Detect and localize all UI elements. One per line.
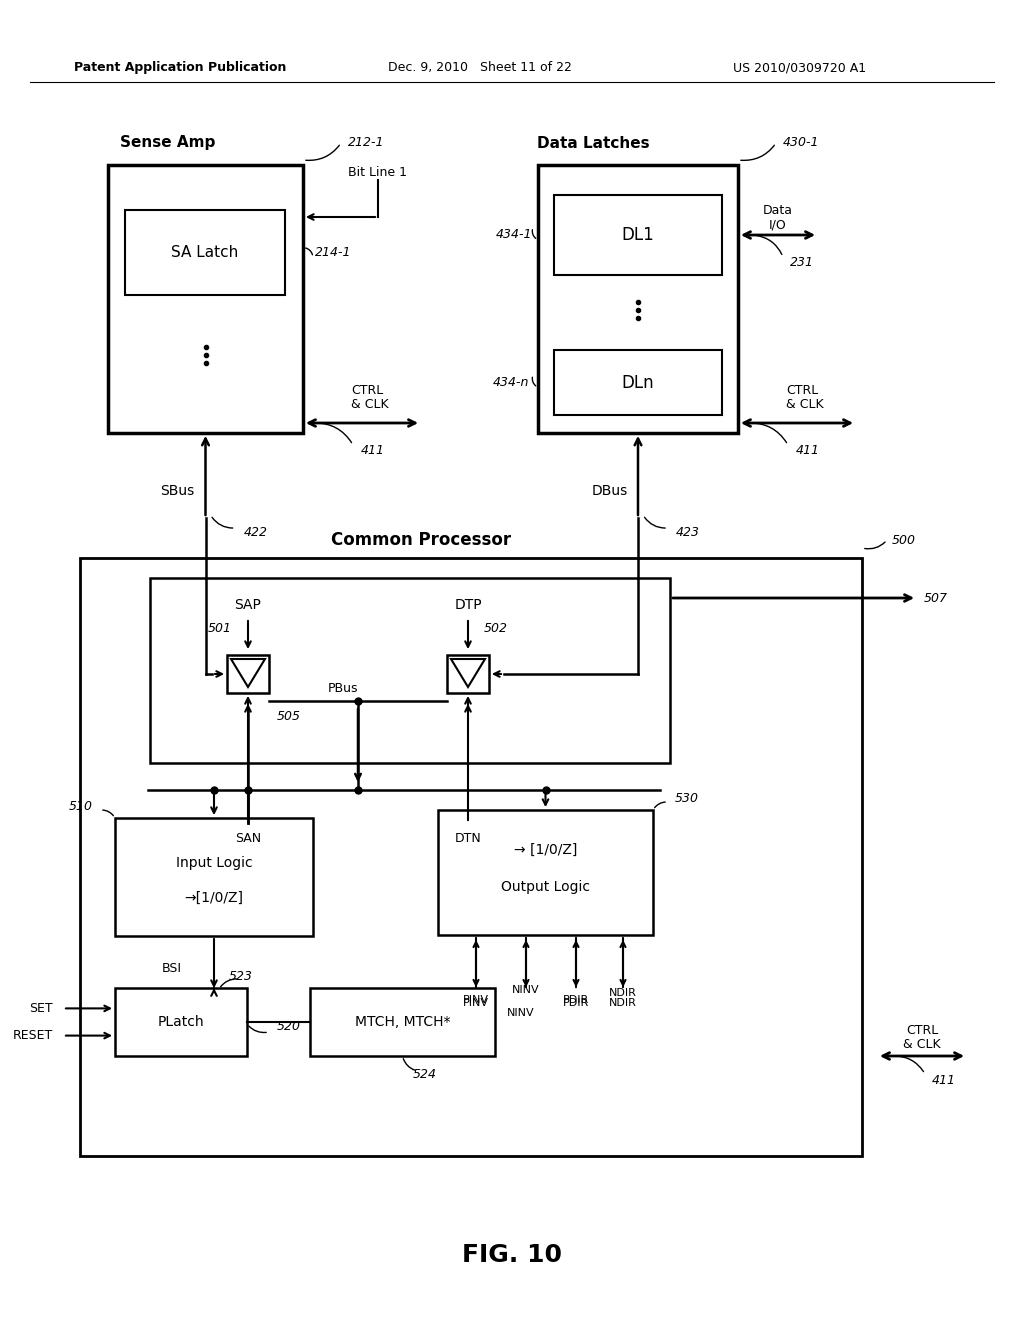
Bar: [447, 655, 489, 693]
Bar: [438, 810, 653, 935]
Text: 520: 520: [278, 1020, 301, 1034]
Text: 411: 411: [932, 1073, 956, 1086]
Bar: [554, 195, 722, 275]
Text: 524: 524: [413, 1068, 436, 1081]
Text: 523: 523: [229, 969, 253, 982]
Text: SAN: SAN: [234, 832, 261, 845]
Text: 434-1: 434-1: [496, 228, 532, 242]
Text: 505: 505: [278, 710, 301, 722]
Text: 422: 422: [244, 527, 267, 540]
Text: → [1/0/Z]: → [1/0/Z]: [514, 843, 578, 857]
Text: 501: 501: [208, 622, 232, 635]
Text: DL1: DL1: [622, 226, 654, 244]
Text: PBus: PBus: [328, 682, 358, 696]
Text: SET: SET: [30, 1002, 53, 1015]
Bar: [115, 818, 313, 936]
Text: 231: 231: [790, 256, 814, 269]
Text: DBus: DBus: [592, 484, 628, 498]
Text: BSI: BSI: [162, 962, 182, 975]
Text: Output Logic: Output Logic: [501, 880, 590, 895]
Bar: [554, 350, 722, 414]
Bar: [80, 558, 862, 1156]
Text: PDIR: PDIR: [563, 995, 589, 1005]
Text: FIG. 10: FIG. 10: [462, 1243, 562, 1267]
Text: 430-1: 430-1: [783, 136, 819, 149]
Text: MTCH, MTCH*: MTCH, MTCH*: [354, 1015, 451, 1030]
Text: I/O: I/O: [769, 219, 786, 231]
Text: PINV: PINV: [463, 998, 489, 1008]
Text: CTRL: CTRL: [786, 384, 818, 397]
Text: PINV: PINV: [463, 995, 489, 1005]
Text: SA Latch: SA Latch: [171, 246, 239, 260]
Text: NDIR: NDIR: [609, 987, 637, 998]
Bar: [115, 987, 247, 1056]
Text: DTP: DTP: [455, 598, 482, 612]
Text: & CLK: & CLK: [351, 399, 389, 412]
Text: & CLK: & CLK: [903, 1038, 941, 1051]
Text: 214-1: 214-1: [315, 246, 351, 259]
Text: DLn: DLn: [622, 374, 654, 392]
Bar: [227, 655, 269, 693]
Text: SBus: SBus: [161, 484, 195, 498]
Bar: [538, 165, 738, 433]
Text: RESET: RESET: [12, 1030, 53, 1041]
Text: →[1/0/Z]: →[1/0/Z]: [184, 891, 244, 906]
Text: & CLK: & CLK: [786, 399, 823, 412]
Text: 530: 530: [675, 792, 699, 804]
Text: 411: 411: [361, 445, 385, 458]
Bar: [108, 165, 303, 433]
Text: 434-n: 434-n: [493, 376, 529, 389]
Text: 500: 500: [892, 533, 916, 546]
Text: CTRL: CTRL: [906, 1024, 938, 1038]
Text: US 2010/0309720 A1: US 2010/0309720 A1: [733, 62, 866, 74]
Text: Sense Amp: Sense Amp: [120, 136, 216, 150]
Text: 502: 502: [484, 622, 508, 635]
Text: PLatch: PLatch: [158, 1015, 205, 1030]
Text: Common Processor: Common Processor: [331, 531, 511, 549]
Text: 507: 507: [924, 591, 948, 605]
Text: 212-1: 212-1: [348, 136, 384, 149]
Text: Bit Line 1: Bit Line 1: [348, 165, 408, 178]
Text: DTN: DTN: [455, 832, 481, 845]
Text: Patent Application Publication: Patent Application Publication: [74, 62, 286, 74]
Text: 411: 411: [796, 445, 820, 458]
Text: 510: 510: [69, 800, 93, 813]
Text: Input Logic: Input Logic: [176, 855, 252, 870]
Text: SAP: SAP: [234, 598, 261, 612]
Bar: [310, 987, 495, 1056]
Text: CTRL: CTRL: [351, 384, 383, 397]
Text: PDIR: PDIR: [563, 998, 589, 1008]
Bar: [125, 210, 285, 294]
Bar: [150, 578, 670, 763]
Text: NDIR: NDIR: [609, 998, 637, 1008]
Text: NINV: NINV: [507, 1008, 535, 1018]
Text: 423: 423: [676, 527, 700, 540]
Text: Data: Data: [763, 203, 793, 216]
Text: Data Latches: Data Latches: [537, 136, 649, 150]
Text: NINV: NINV: [512, 985, 540, 995]
Text: Dec. 9, 2010   Sheet 11 of 22: Dec. 9, 2010 Sheet 11 of 22: [388, 62, 572, 74]
